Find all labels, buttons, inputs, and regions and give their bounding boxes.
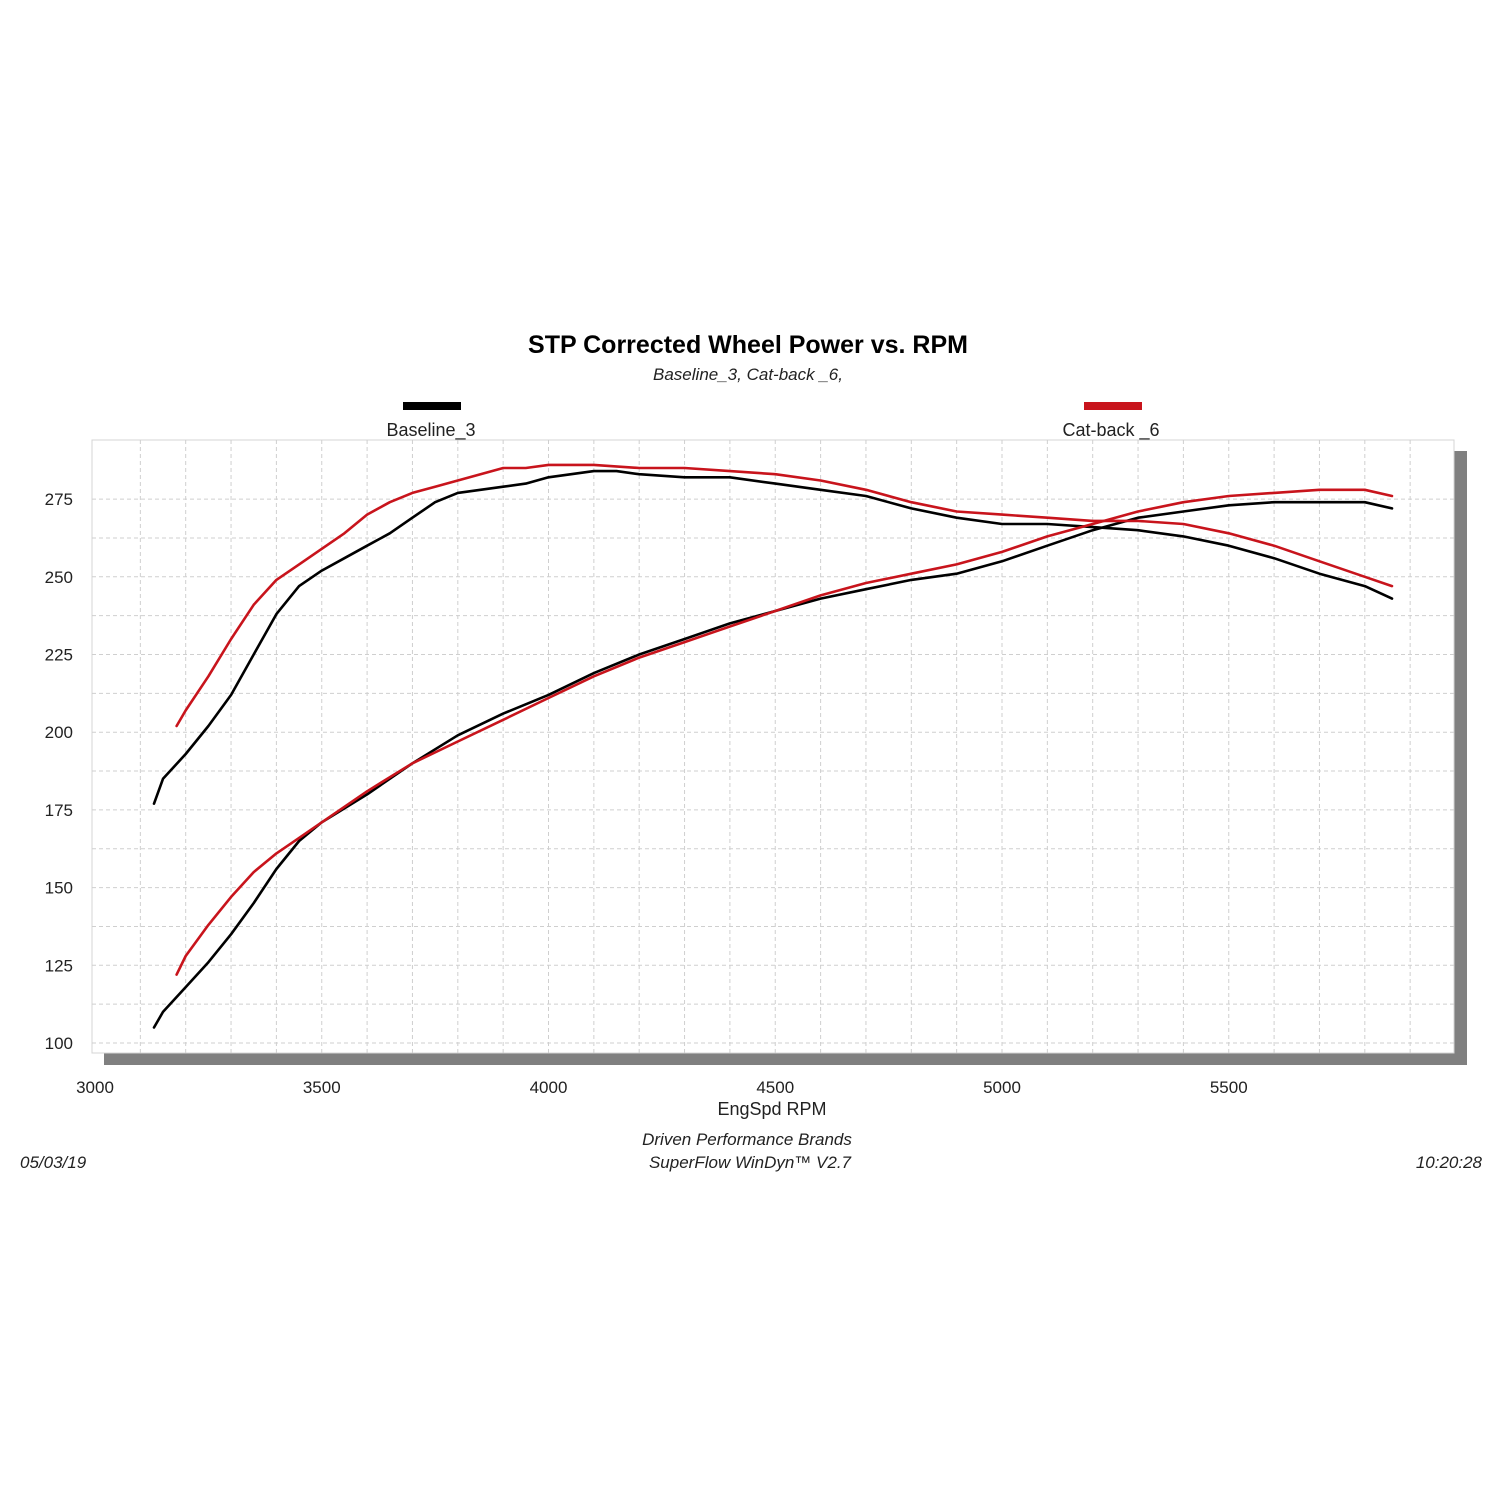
y-tick-label: 250 bbox=[45, 568, 73, 587]
x-tick-label: 4000 bbox=[530, 1078, 568, 1097]
x-tick-label: 4500 bbox=[756, 1078, 794, 1097]
footer-time: 10:20:28 bbox=[1416, 1153, 1483, 1172]
legend-label-baseline: Baseline_3 bbox=[386, 420, 475, 441]
series-line-baseline-3-torque-lower bbox=[152, 500, 1394, 1029]
x-tick-label: 3000 bbox=[76, 1078, 114, 1097]
series-line-cat-back-6-torque-lower bbox=[175, 488, 1394, 976]
chart-title: STP Corrected Wheel Power vs. RPM bbox=[528, 331, 968, 359]
footer-software: SuperFlow WinDyn™ V2.7 bbox=[649, 1153, 852, 1172]
legend-swatch-baseline bbox=[403, 402, 461, 410]
grid bbox=[92, 440, 1454, 1053]
y-tick-label: 225 bbox=[45, 646, 73, 665]
y-tick-label: 175 bbox=[45, 801, 73, 820]
legend: Baseline_3 Cat-back _6 bbox=[386, 402, 1160, 441]
legend-swatch-cat-back bbox=[1084, 402, 1142, 410]
x-axis-title: EngSpd RPM bbox=[717, 1099, 826, 1119]
x-tick-label: 3500 bbox=[303, 1078, 341, 1097]
y-tick-label: 275 bbox=[45, 490, 73, 509]
y-tick-label: 125 bbox=[45, 956, 73, 975]
plot-area bbox=[91, 439, 1455, 1054]
series bbox=[152, 463, 1394, 1029]
footer-company: Driven Performance Brands bbox=[642, 1130, 852, 1149]
series-line-cat-back-6-power-upper bbox=[175, 463, 1394, 728]
y-tick-label: 200 bbox=[45, 723, 73, 742]
footer-date: 05/03/19 bbox=[20, 1153, 87, 1172]
y-tick-label: 100 bbox=[45, 1034, 73, 1053]
chart-subtitle: Baseline_3, Cat-back _6, bbox=[653, 365, 843, 384]
legend-label-cat-back: Cat-back _6 bbox=[1062, 420, 1159, 441]
x-tick-label: 5500 bbox=[1210, 1078, 1248, 1097]
series-line-baseline-3-power-upper bbox=[152, 469, 1394, 805]
y-tick-label: 150 bbox=[45, 879, 73, 898]
axes: 100 125 150 175 200 225 250 275 3000 3500 4000 4500… bbox=[45, 490, 1248, 1097]
x-tick-label: 5000 bbox=[983, 1078, 1021, 1097]
